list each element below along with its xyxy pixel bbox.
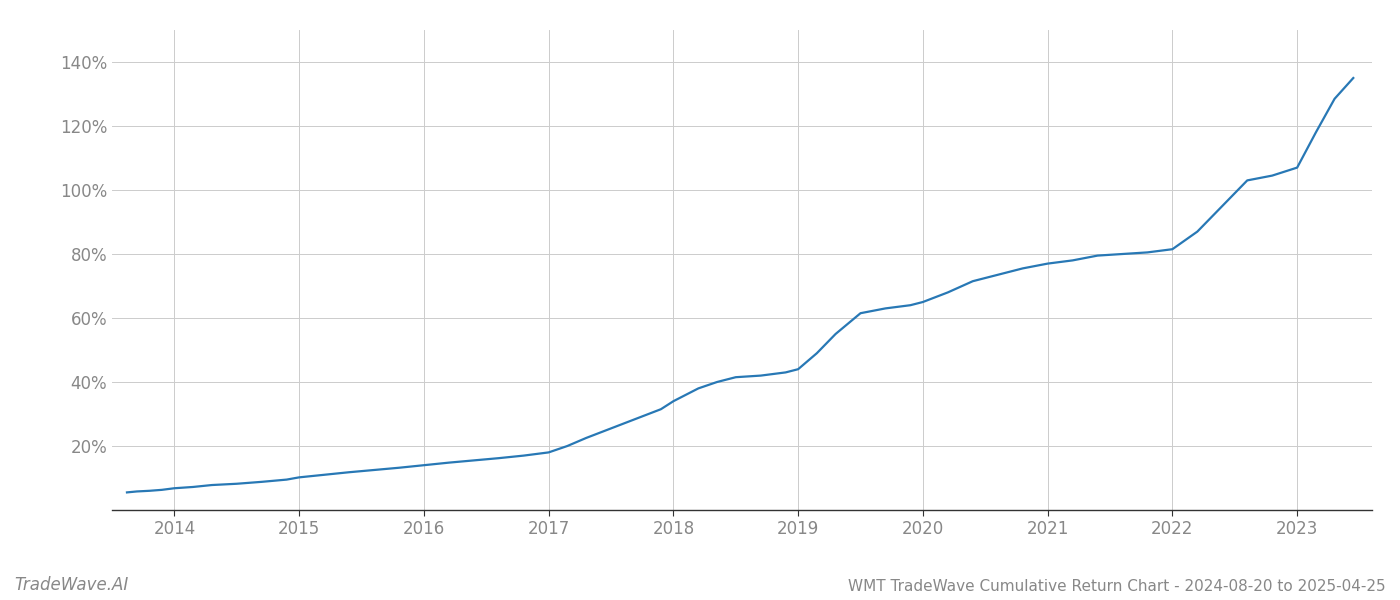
Text: WMT TradeWave Cumulative Return Chart - 2024-08-20 to 2025-04-25: WMT TradeWave Cumulative Return Chart - … bbox=[848, 579, 1386, 594]
Text: TradeWave.AI: TradeWave.AI bbox=[14, 576, 129, 594]
